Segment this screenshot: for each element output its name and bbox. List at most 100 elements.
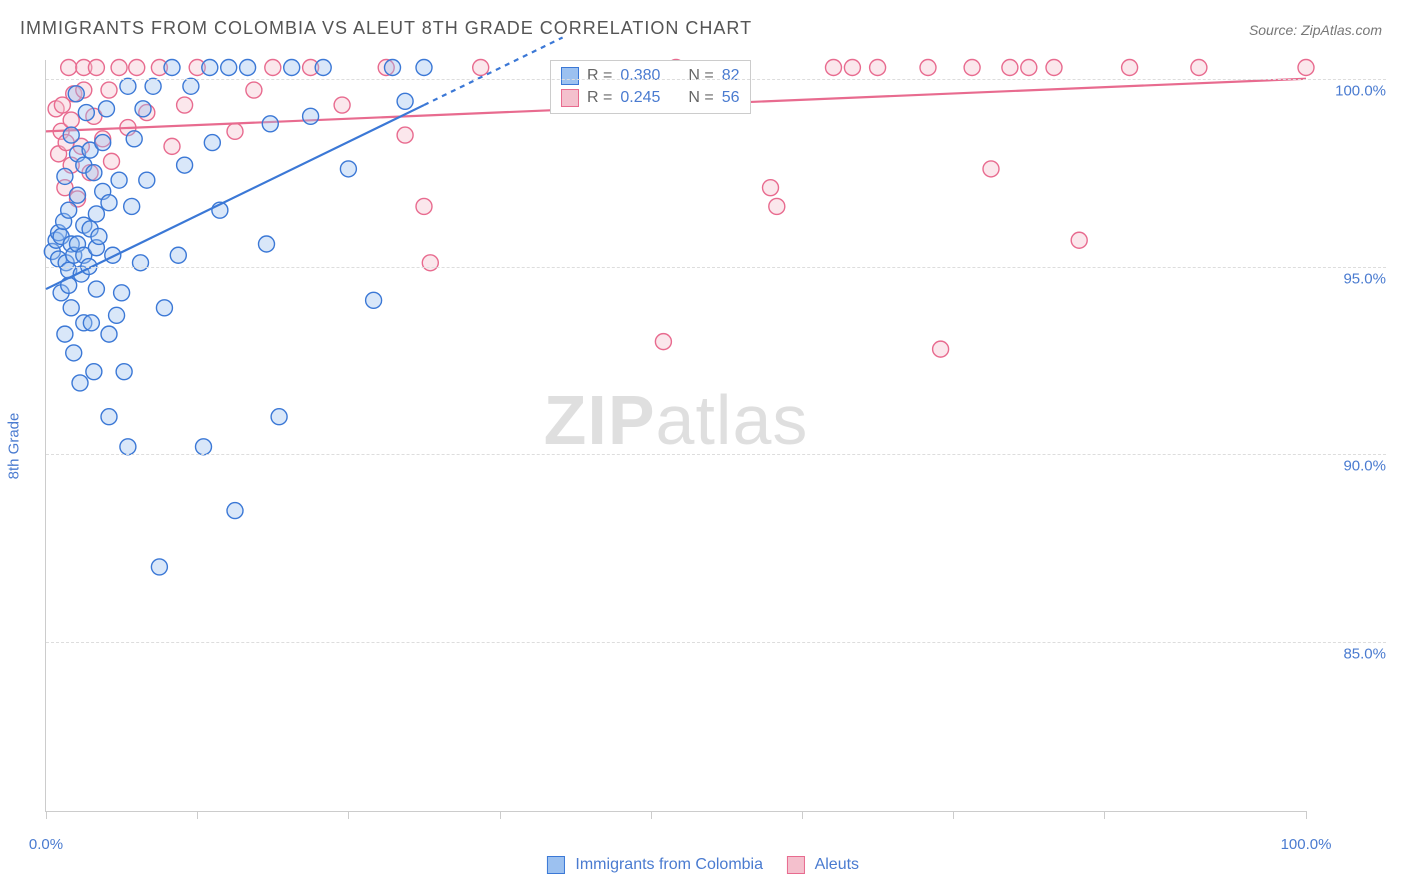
source-label: Source: ZipAtlas.com — [1249, 22, 1382, 38]
point-colombia — [202, 60, 218, 76]
corr-row-aleuts: R = 0.245 N = 56 — [561, 87, 740, 109]
point-colombia — [66, 345, 82, 361]
swatch-aleuts-icon — [561, 89, 579, 107]
point-aleuts — [1046, 60, 1062, 76]
point-aleuts — [870, 60, 886, 76]
point-colombia — [135, 101, 151, 117]
ytick-label: 95.0% — [1316, 270, 1386, 287]
point-colombia — [72, 375, 88, 391]
xtick — [197, 811, 198, 819]
gridline — [46, 454, 1386, 455]
point-colombia — [101, 195, 117, 211]
point-colombia — [262, 116, 278, 132]
point-aleuts — [769, 198, 785, 214]
point-aleuts — [964, 60, 980, 76]
point-colombia — [88, 281, 104, 297]
y-axis-label: 8th Grade — [6, 413, 23, 480]
point-colombia — [88, 206, 104, 222]
point-colombia — [397, 93, 413, 109]
legend-label-aleuts: Aleuts — [815, 856, 859, 873]
point-aleuts — [129, 60, 145, 76]
n-label: N = — [688, 89, 713, 107]
point-colombia — [385, 60, 401, 76]
point-colombia — [303, 108, 319, 124]
point-colombia — [315, 60, 331, 76]
point-colombia — [57, 326, 73, 342]
point-colombia — [98, 101, 114, 117]
xtick — [1104, 811, 1105, 819]
point-colombia — [221, 60, 237, 76]
point-colombia — [416, 60, 432, 76]
point-colombia — [170, 247, 186, 263]
point-aleuts — [1122, 60, 1138, 76]
point-colombia — [183, 78, 199, 94]
point-colombia — [177, 157, 193, 173]
point-colombia — [340, 161, 356, 177]
ytick-label: 85.0% — [1316, 646, 1386, 663]
point-colombia — [240, 60, 256, 76]
point-colombia — [109, 307, 125, 323]
r-value-colombia: 0.380 — [620, 67, 660, 85]
point-colombia — [111, 172, 127, 188]
point-colombia — [105, 247, 121, 263]
point-colombia — [204, 135, 220, 151]
point-colombia — [63, 127, 79, 143]
point-colombia — [61, 202, 77, 218]
xtick-label: 100.0% — [1281, 836, 1332, 853]
point-colombia — [120, 78, 136, 94]
point-colombia — [95, 135, 111, 151]
point-colombia — [227, 503, 243, 519]
point-colombia — [57, 168, 73, 184]
r-value-aleuts: 0.245 — [620, 89, 660, 107]
xtick-label: 0.0% — [29, 836, 63, 853]
point-colombia — [145, 78, 161, 94]
point-colombia — [139, 172, 155, 188]
point-colombia — [114, 285, 130, 301]
point-aleuts — [61, 60, 77, 76]
point-colombia — [101, 409, 117, 425]
point-aleuts — [265, 60, 281, 76]
point-aleuts — [227, 123, 243, 139]
point-colombia — [156, 300, 172, 316]
point-colombia — [284, 60, 300, 76]
point-colombia — [68, 86, 84, 102]
point-colombia — [164, 60, 180, 76]
regression-colombia-extrapolated — [424, 37, 563, 105]
point-colombia — [83, 315, 99, 331]
point-colombia — [196, 439, 212, 455]
point-colombia — [120, 439, 136, 455]
gridline — [46, 267, 1386, 268]
point-aleuts — [164, 138, 180, 154]
legend-item-colombia: Immigrants from Colombia — [547, 856, 763, 874]
legend-swatch-colombia-icon — [547, 856, 565, 874]
n-value-aleuts: 56 — [722, 89, 740, 107]
point-aleuts — [983, 161, 999, 177]
point-colombia — [259, 236, 275, 252]
xtick — [500, 811, 501, 819]
correlation-box: R = 0.380 N = 82 R = 0.245 N = 56 — [550, 60, 751, 114]
point-aleuts — [655, 334, 671, 350]
xtick — [348, 811, 349, 819]
point-aleuts — [397, 127, 413, 143]
point-colombia — [63, 300, 79, 316]
point-colombia — [126, 131, 142, 147]
point-aleuts — [844, 60, 860, 76]
point-aleuts — [334, 97, 350, 113]
chart-svg — [46, 60, 1306, 811]
point-aleuts — [473, 60, 489, 76]
point-aleuts — [1071, 232, 1087, 248]
r-label: R = — [587, 89, 612, 107]
point-colombia — [78, 105, 94, 121]
point-colombia — [151, 559, 167, 575]
point-colombia — [366, 292, 382, 308]
point-colombia — [86, 165, 102, 181]
point-aleuts — [177, 97, 193, 113]
point-colombia — [86, 364, 102, 380]
point-colombia — [91, 228, 107, 244]
legend-label-colombia: Immigrants from Colombia — [575, 856, 763, 873]
legend-item-aleuts: Aleuts — [787, 856, 859, 874]
legend: Immigrants from Colombia Aleuts — [547, 856, 859, 874]
point-aleuts — [1191, 60, 1207, 76]
point-colombia — [124, 198, 140, 214]
n-label: N = — [688, 67, 713, 85]
